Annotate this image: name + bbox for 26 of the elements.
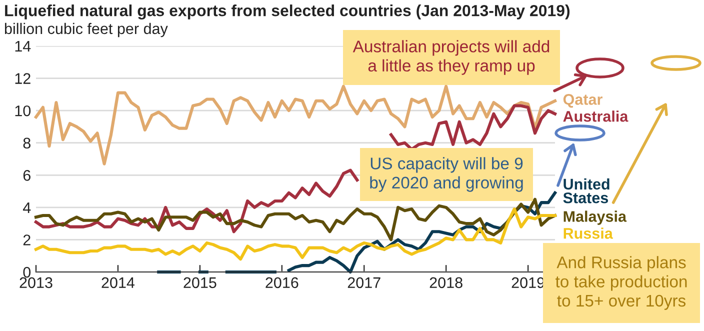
y-tick-label: 10: [15, 105, 31, 116]
y-tick-label: 4: [22, 202, 31, 213]
x-tick-label: 2018: [430, 277, 462, 288]
y-tick-label: 2: [23, 234, 30, 246]
series-label: Russia: [564, 228, 613, 239]
x-tick-label: 2013: [20, 277, 52, 288]
series-label: Malaysia: [564, 210, 627, 225]
chart-title: Liquefied natural gas exports from selected countries (Jan 2013-May 2019): [5, 4, 570, 20]
x-tick-label: 2014: [102, 277, 135, 288]
annotation: Australian projects will add a little as they ramp up: [352, 40, 550, 75]
x-tick-label: 2015: [184, 277, 216, 288]
x-tick-label: 2017: [348, 277, 380, 288]
x-tick-label: 2016: [266, 277, 298, 288]
y-axis-title: billion cubic feet per day: [4, 22, 168, 38]
annotation: US capacity will be 9 by 2020 and growing: [370, 157, 523, 192]
series-label: Australia: [563, 110, 628, 122]
y-tick-label: 12: [15, 73, 30, 84]
line-series: [34, 198, 557, 242]
line-series: [34, 208, 557, 261]
y-tick-label: 0: [23, 266, 31, 278]
series-label: Qatar: [563, 94, 602, 108]
y-tick-label: 6: [23, 170, 30, 181]
series-label: United States: [563, 178, 610, 204]
y-tick-label: 14: [15, 41, 31, 52]
text: And Russia plans to take production to 15+ over 10yrs: [556, 256, 687, 310]
y-tick-label: 8: [23, 138, 30, 149]
